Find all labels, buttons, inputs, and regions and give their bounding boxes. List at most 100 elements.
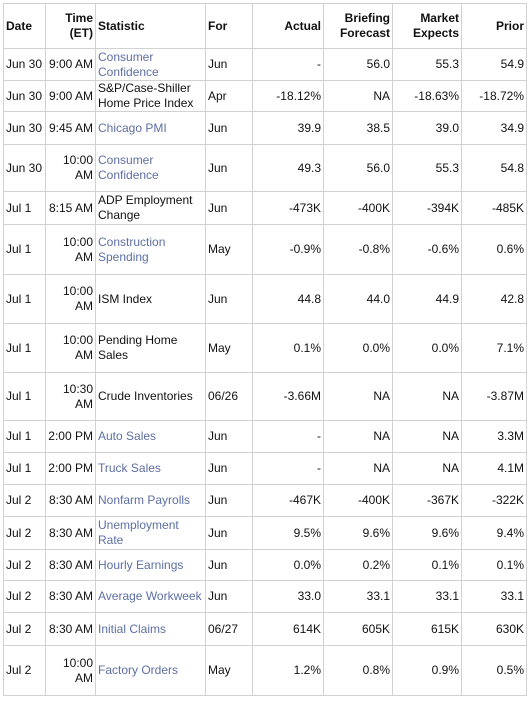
actual-cell: - — [252, 48, 324, 81]
prior-cell: 0.6% — [461, 224, 527, 275]
table-row: Jul 2 8:30 AM Nonfarm Payrolls Jun -467K -400… — [3, 484, 527, 517]
date-cell: Jul 1 — [3, 224, 46, 275]
header-prior: Prior — [461, 3, 527, 49]
prior-cell: -485K — [461, 191, 527, 225]
date-cell: Jul 1 — [3, 323, 46, 373]
statistic-label: Crude Inventories — [98, 389, 193, 403]
date-cell: Jul 1 — [3, 191, 46, 225]
time-cell: 2:00 PM — [45, 420, 96, 453]
statistic-cell: ADP Employment Change — [95, 191, 206, 225]
table-body: Jun 30 9:00 AM Consumer Confidence Jun -56.0… — [3, 48, 527, 696]
table-row: Jun 30 10:00 AM Consumer Confidence Jun 49.3… — [3, 144, 527, 192]
actual-cell: 0.1% — [252, 323, 324, 373]
statistic-cell: Average Workweek — [95, 580, 206, 613]
table-row: Jul 1 8:15 AM ADP Employment Change Jun -473… — [3, 191, 527, 225]
time-cell: 8:30 AM — [45, 612, 96, 646]
statistic-link[interactable]: Auto Sales — [98, 429, 157, 443]
prior-cell: 0.1% — [461, 549, 527, 581]
header-time-line1: Time — [65, 11, 93, 25]
briefing-forecast-cell: 9.6% — [323, 516, 393, 550]
briefing-forecast-cell: 0.2% — [323, 549, 393, 581]
header-for: For — [205, 3, 253, 49]
time-cell: 9:45 AM — [45, 111, 96, 145]
actual-cell: -0.9% — [252, 224, 324, 275]
market-expects-cell: -0.6% — [392, 224, 462, 275]
header-market-line1: Market — [420, 11, 459, 25]
time-cell: 9:00 AM — [45, 48, 96, 81]
header-statistic: Statistic — [95, 3, 206, 49]
date-cell: Jul 2 — [3, 580, 46, 613]
header-date: Date — [3, 3, 46, 49]
time-cell: 8:30 AM — [45, 580, 96, 613]
table-row: Jul 1 10:00 AM Pending Home Sales May 0.1% 0.… — [3, 323, 527, 373]
for-cell: Jun — [205, 111, 253, 145]
statistic-link[interactable]: Nonfarm Payrolls — [98, 493, 191, 507]
prior-cell: 33.1 — [461, 580, 527, 613]
briefing-forecast-cell: -0.8% — [323, 224, 393, 275]
briefing-forecast-cell: 0.8% — [323, 645, 393, 696]
for-cell: Jun — [205, 484, 253, 517]
statistic-cell: Consumer Confidence — [95, 48, 206, 81]
statistic-link[interactable]: Hourly Earnings — [98, 557, 184, 572]
statistic-link[interactable]: Consumer Confidence — [98, 153, 159, 182]
statistic-cell: Pending Home Sales — [95, 323, 206, 373]
statistic-cell: Nonfarm Payrolls — [95, 484, 206, 517]
statistic-label: ADP Employment Change — [98, 193, 193, 222]
header-time: Time (ET) — [45, 3, 96, 49]
actual-cell: 33.0 — [252, 580, 324, 613]
time-cell: 10:00 AM — [45, 224, 96, 275]
for-cell: 06/27 — [205, 612, 253, 646]
statistic-cell: Hourly Earnings — [95, 549, 206, 581]
statistic-cell: Construction Spending — [95, 224, 206, 275]
date-cell: Jun 30 — [3, 111, 46, 145]
statistic-label: Pending Home Sales — [98, 333, 178, 362]
time-cell: 2:00 PM — [45, 452, 96, 485]
actual-cell: -467K — [252, 484, 324, 517]
for-cell: Jun — [205, 144, 253, 192]
market-expects-cell: -18.63% — [392, 80, 462, 112]
statistic-cell: Initial Claims — [95, 612, 206, 646]
statistic-cell: S&P/Case-Shiller Home Price Index — [95, 80, 206, 112]
briefing-forecast-cell: -400K — [323, 191, 393, 225]
actual-cell: 49.3 — [252, 144, 324, 192]
briefing-forecast-cell: NA — [323, 80, 393, 112]
for-cell: Jun — [205, 516, 253, 550]
for-cell: Jun — [205, 549, 253, 581]
header-market-expects: Market Expects — [392, 3, 462, 49]
table-row: Jul 1 10:00 AM Construction Spending May -0.… — [3, 224, 527, 275]
statistic-link[interactable]: Unemployment Rate — [98, 518, 179, 547]
statistic-link[interactable]: Construction Spending — [98, 234, 166, 264]
prior-cell: 54.8 — [461, 144, 527, 192]
date-cell: Jul 1 — [3, 452, 46, 485]
for-cell: 06/26 — [205, 372, 253, 421]
market-expects-cell: 615K — [392, 612, 462, 646]
market-expects-cell: 44.9 — [392, 274, 462, 324]
prior-cell: 3.3M — [461, 420, 527, 453]
header-time-line2: (ET) — [69, 26, 93, 40]
prior-cell: -3.87M — [461, 372, 527, 421]
for-cell: May — [205, 645, 253, 696]
time-cell: 10:00 AM — [45, 274, 96, 324]
table-row: Jul 1 2:00 PM Truck Sales Jun - NA NA 4.1M — [3, 452, 527, 485]
time-cell: 9:00 AM — [45, 80, 96, 112]
date-cell: Jul 1 — [3, 420, 46, 453]
prior-cell: 54.9 — [461, 48, 527, 81]
for-cell: May — [205, 323, 253, 373]
statistic-link[interactable]: Chicago PMI — [98, 120, 167, 135]
header-actual: Actual — [252, 3, 324, 49]
table-row: Jul 2 8:30 AM Initial Claims 06/27 614K 605K 6… — [3, 612, 527, 646]
briefing-forecast-cell: 44.0 — [323, 274, 393, 324]
header-market-line2: Expects — [412, 26, 459, 40]
statistic-link[interactable]: Average Workweek — [98, 589, 202, 603]
statistic-link[interactable]: Factory Orders — [98, 663, 179, 677]
statistic-cell: Unemployment Rate — [95, 516, 206, 550]
date-cell: Jul 2 — [3, 645, 46, 696]
table-row: Jul 2 8:30 AM Unemployment Rate Jun 9.5% 9.6%… — [3, 516, 527, 550]
briefing-forecast-cell: 38.5 — [323, 111, 393, 145]
actual-cell: 0.0% — [252, 549, 324, 581]
statistic-link[interactable]: Truck Sales — [98, 461, 161, 475]
statistic-link[interactable]: Initial Claims — [98, 621, 167, 636]
statistic-link[interactable]: Consumer Confidence — [98, 49, 159, 79]
prior-cell: 4.1M — [461, 452, 527, 485]
time-cell: 10:00 AM — [45, 323, 96, 373]
